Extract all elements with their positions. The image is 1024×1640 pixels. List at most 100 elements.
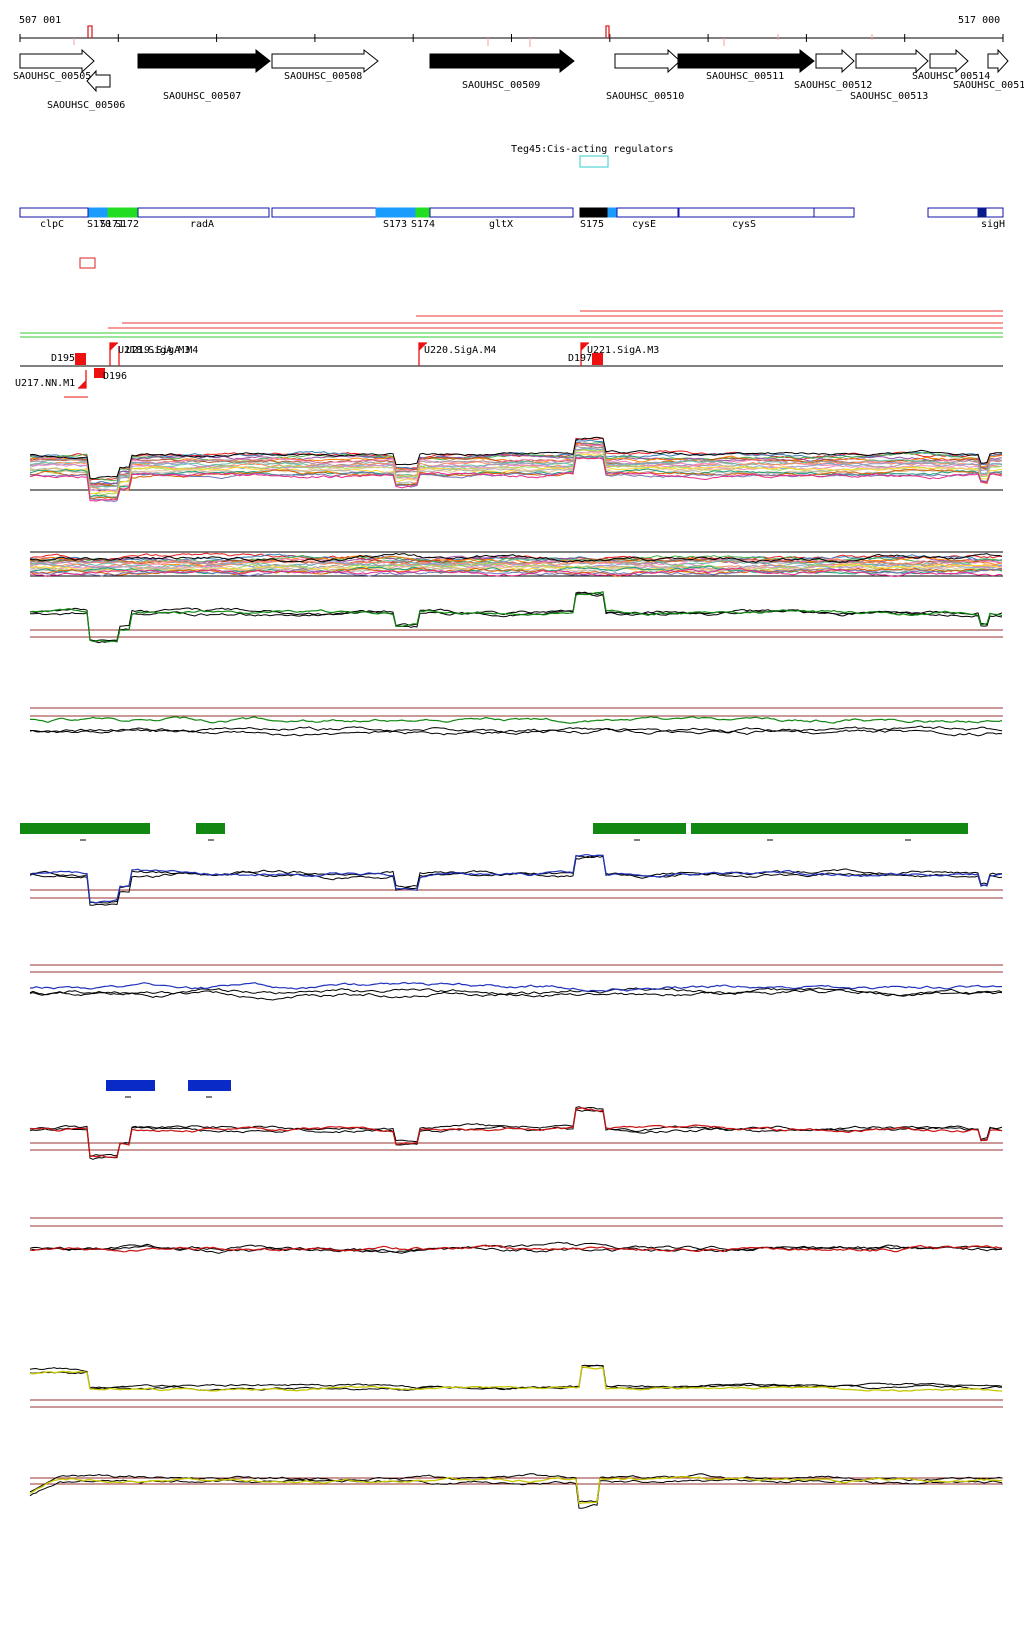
promoter-track: D195 U218.SigA.M3 U219.SigA.M4 D196 U217…: [15, 342, 1003, 398]
segment-bar[interactable]: [106, 1080, 155, 1091]
gene-arrow[interactable]: [855, 48, 929, 74]
annotation-segment[interactable]: [607, 207, 618, 218]
annotation-track: clpC S170 S171 S172 radA S173 S174 gltX …: [19, 207, 1005, 230]
gene-label: SAOUHSC_00509: [462, 80, 540, 91]
signal-trace: [29, 1244, 1003, 1253]
gene-arrow[interactable]: [86, 69, 111, 93]
gene-arrow[interactable]: [929, 48, 969, 74]
segment-bar[interactable]: [593, 823, 686, 834]
transcript-track: [20, 257, 1003, 338]
annotation-segment[interactable]: [271, 207, 377, 218]
annotation-label: cysS: [732, 219, 756, 230]
gene-arrow[interactable]: [271, 48, 379, 74]
gene-arrow[interactable]: [815, 48, 855, 74]
annotation-segment[interactable]: [678, 207, 815, 218]
annotation-segment[interactable]: [616, 207, 679, 218]
multi-track-2: [29, 551, 1003, 578]
promoter-label: U218.SigA.M3: [118, 345, 190, 356]
annotation-segment[interactable]: [137, 207, 270, 218]
signal-trace: [29, 591, 1003, 642]
signal-trace: [29, 567, 1003, 578]
annotation-segment[interactable]: [429, 207, 574, 218]
signal-trace: [29, 1364, 1003, 1391]
gene-arrow[interactable]: [19, 48, 95, 74]
red-track-1: [29, 1106, 1003, 1160]
signal-trace: [30, 725, 1003, 735]
signal-trace: [29, 455, 1003, 503]
gene-label: SAOUHSC_00508: [284, 71, 362, 82]
signal-trace: [30, 591, 1003, 644]
ruler-ticks: [19, 34, 1004, 42]
promoter-label: U217.NN.M1: [15, 378, 75, 389]
signal-trace: [29, 716, 1003, 724]
signal-trace: [29, 436, 1002, 480]
gene-arrow[interactable]: [429, 48, 575, 74]
regulator-track: Teg45:Cis-acting regulators: [511, 144, 674, 168]
gene-label: SAOUHSC_00510: [606, 91, 684, 102]
segment-bar[interactable]: [691, 823, 968, 834]
blue-segments: [106, 1080, 231, 1098]
gene-track: SAOUHSC_00505 SAOUHSC_00506 SAOUHSC_0050…: [13, 48, 1024, 111]
gene-label: SAOUHSC_00515: [953, 80, 1024, 91]
blue-track-1: [29, 854, 1003, 906]
promoter-label: U221.SigA.M3: [587, 345, 659, 356]
green-track-1: [29, 591, 1003, 644]
green-segments: [20, 823, 968, 841]
ruler-end-label: 517 000: [958, 15, 1000, 26]
gene-arrow[interactable]: [677, 48, 815, 74]
annotation-label: radA: [190, 219, 214, 230]
blue-track-2: [29, 964, 1003, 1001]
promoter-block[interactable]: [94, 368, 105, 378]
gene-arrow[interactable]: [137, 48, 271, 74]
segment-bar[interactable]: [188, 1080, 231, 1091]
annotation-label: S175: [580, 219, 604, 230]
signal-trace: [29, 439, 1003, 485]
annotation-segment[interactable]: [19, 207, 89, 218]
segment-bar[interactable]: [20, 823, 150, 834]
annotation-segment[interactable]: [107, 207, 139, 218]
gene-arrow[interactable]: [614, 48, 681, 74]
promoter-block[interactable]: [75, 353, 86, 365]
annotation-segment[interactable]: [375, 207, 417, 218]
promoter-label: D195: [51, 353, 75, 364]
promoter-label: U220.SigA.M4: [424, 345, 496, 356]
promoter-block[interactable]: [592, 353, 603, 365]
region-box[interactable]: [79, 257, 96, 269]
signal-trace: [29, 987, 1003, 997]
yellow-track-2: [29, 1473, 1003, 1509]
signal-trace: [29, 1106, 1003, 1157]
gene-label: SAOUHSC_00512: [794, 80, 872, 91]
annotation-segment[interactable]: [813, 207, 855, 218]
signal-trace: [29, 557, 1003, 569]
signal-trace: [29, 1107, 1003, 1159]
annotation-label: clpC: [40, 219, 64, 230]
signal-trace: [29, 452, 1003, 499]
signal-trace: [29, 567, 1003, 577]
annotation-segment[interactable]: [88, 207, 109, 218]
annotation-label: cysE: [632, 219, 656, 230]
annotation-segment[interactable]: [927, 207, 1004, 218]
regulator-box[interactable]: [579, 155, 609, 168]
multi-track-1: [29, 436, 1003, 503]
ruler-start-label: 507 001: [19, 15, 61, 26]
signal-trace: [29, 1475, 1003, 1505]
regulator-label: Teg45:Cis-acting regulators: [511, 144, 674, 155]
segment-bar[interactable]: [196, 823, 225, 834]
signal-trace: [29, 1478, 1003, 1509]
signal-panels: [29, 436, 1003, 1509]
annotation-segment[interactable]: [579, 207, 609, 218]
annotation-label: gltX: [489, 219, 513, 230]
signal-trace: [29, 1473, 1003, 1503]
promoter-label: D196: [103, 371, 127, 382]
gene-arrow[interactable]: [987, 48, 1009, 74]
signal-trace: [29, 854, 1003, 904]
red-track-2: [29, 1217, 1003, 1254]
annotation-segment[interactable]: [977, 207, 987, 218]
green-track-2: [29, 707, 1003, 737]
promoter-label: D197: [568, 353, 592, 364]
annotation-segment[interactable]: [415, 207, 431, 218]
annotation-label: S172: [115, 219, 139, 230]
signal-trace: [29, 727, 1003, 737]
signal-trace: [29, 447, 1003, 492]
signal-trace: [29, 1365, 1003, 1393]
